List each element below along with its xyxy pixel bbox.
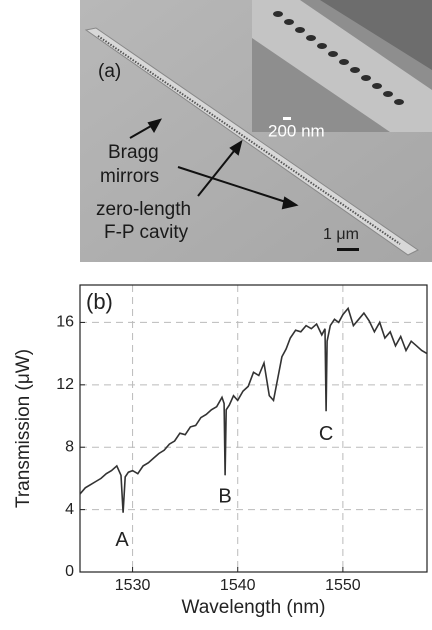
y-tick-label: 8 <box>65 438 74 455</box>
panel-label: (a) <box>98 61 121 82</box>
y-tick-label: 4 <box>65 501 74 518</box>
panel-label: (b) <box>86 289 113 314</box>
y-tick-label: 12 <box>56 376 74 393</box>
annotation: mirrors <box>100 166 159 187</box>
annotation: zero-length <box>96 199 191 220</box>
x-axis-label: Wavelength (nm) <box>182 597 326 618</box>
y-axis-label: Transmission (μW) <box>13 349 34 508</box>
plot-frame <box>79 284 428 573</box>
x-tick-label: 1550 <box>325 577 361 594</box>
line-chart: 0 4 8 12 16 1530 1540 1550 A B C (b) Wavelength (nm)… <box>13 284 428 618</box>
y-tick-label: 16 <box>56 314 74 331</box>
annotation: F-P cavity <box>104 222 189 243</box>
sem-image: (a) 200 nm Bragg mirrors zero-length F-P… <box>80 0 432 262</box>
data-line <box>80 306 427 513</box>
x-tick-label: 1540 <box>220 577 256 594</box>
annotation: Bragg <box>108 142 159 163</box>
scale-bar-label: 1 μm <box>323 226 359 243</box>
annotation: C <box>319 423 333 445</box>
annotation: A <box>115 529 129 551</box>
x-tick-label: 1530 <box>115 577 151 594</box>
annotation: B <box>218 485 231 507</box>
inset-scale-label: 200 nm <box>268 121 325 140</box>
y-tick-label: 0 <box>65 563 74 580</box>
